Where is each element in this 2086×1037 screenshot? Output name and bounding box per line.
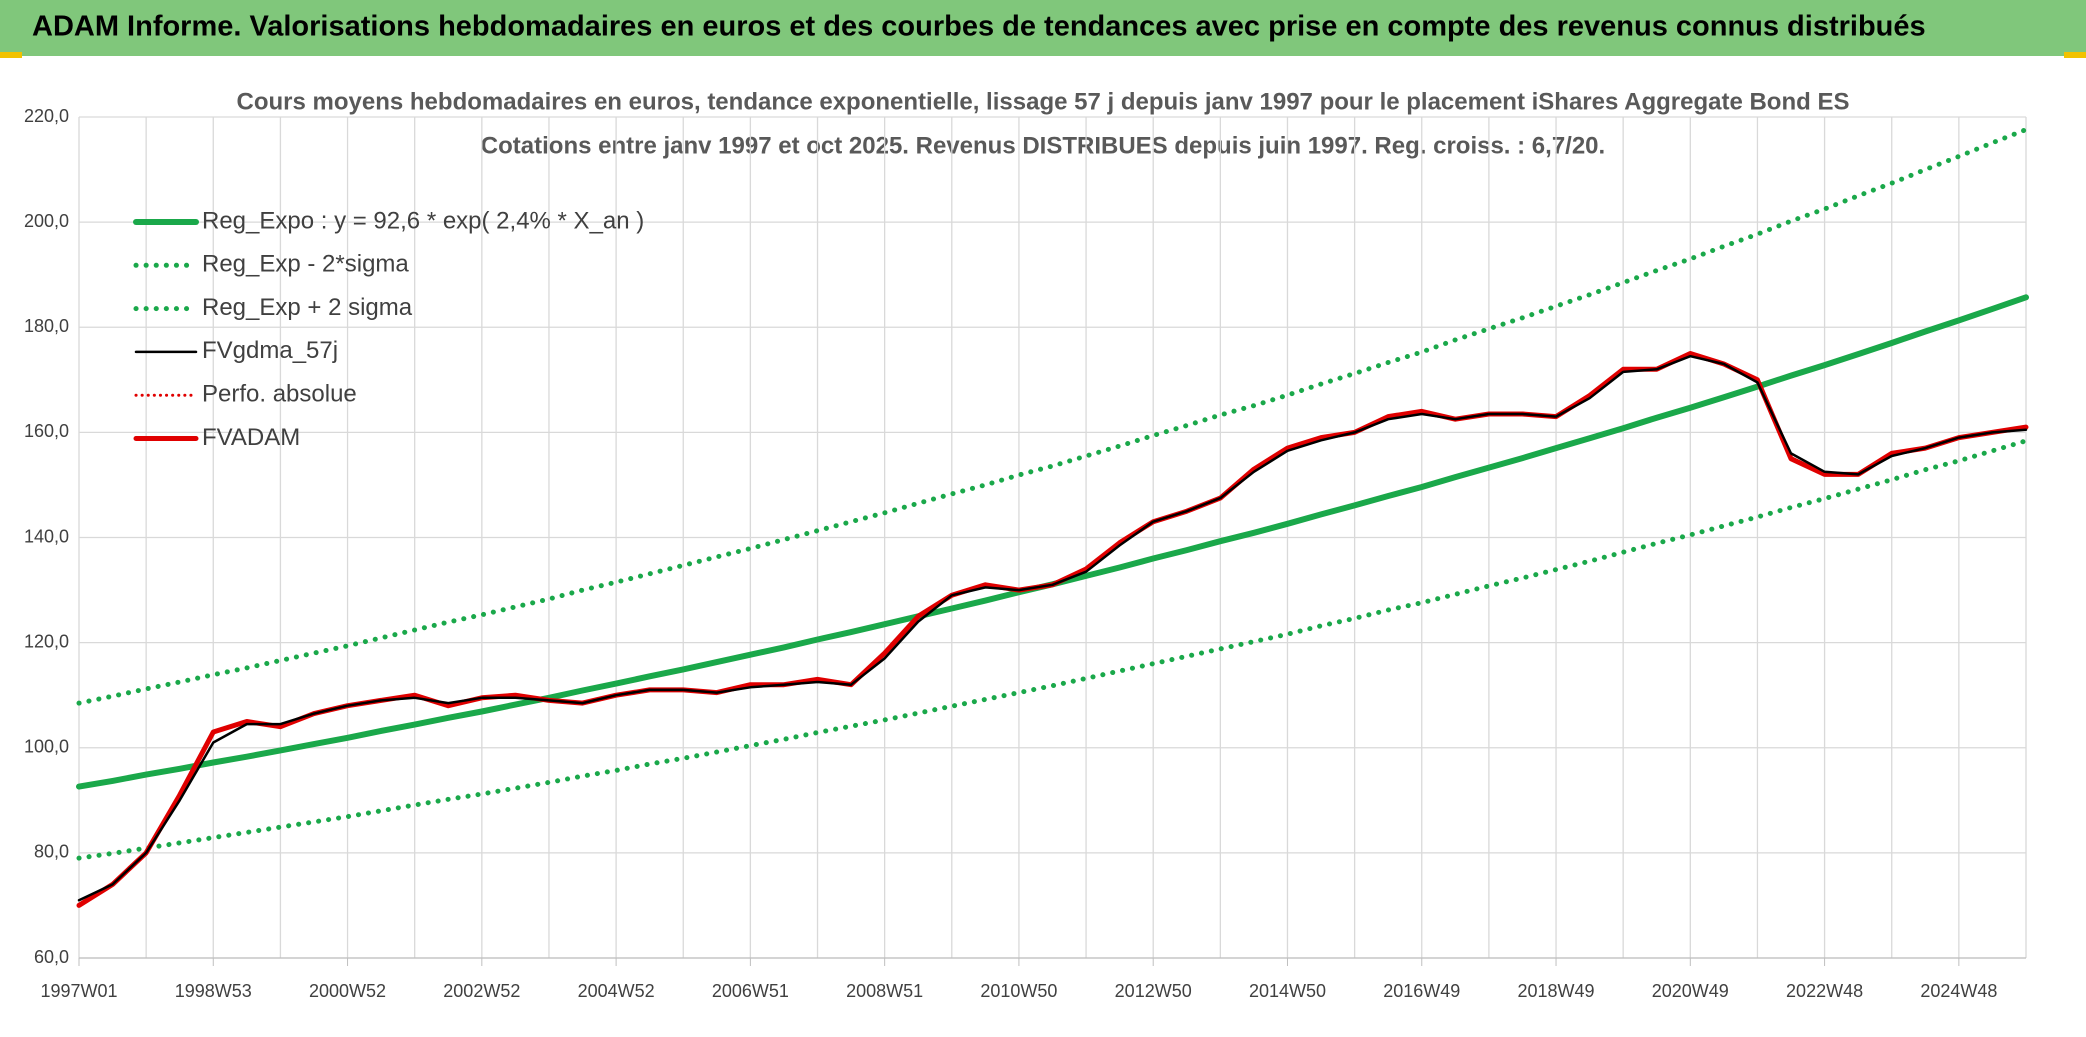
x-tick-label: 2020W49 (1652, 981, 1729, 1001)
legend-label: Reg_Exp + 2 sigma (202, 294, 413, 321)
corner (2064, 52, 2086, 58)
y-tick-label: 80,0 (34, 842, 69, 862)
series-line (76, 438, 2029, 861)
legend-label: Reg_Expo : y = 92,6 * exp( 2,4% * X_an ) (202, 207, 644, 234)
x-tick-label: 2008W51 (846, 981, 923, 1001)
x-tick-label: 2006W51 (712, 981, 789, 1001)
x-tick-label: 2016W49 (1383, 981, 1460, 1001)
chart-subtitle: Cotations entre janv 1997 et oct 2025. R… (481, 132, 1605, 159)
legend-label: FVADAM (202, 424, 300, 451)
x-tick-label: 1998W53 (175, 981, 252, 1001)
series-line (77, 354, 2028, 902)
x-tick-label: 2014W50 (1249, 981, 1326, 1001)
x-tick-label: 2018W49 (1518, 981, 1595, 1001)
x-tick-label: 2024W48 (1920, 981, 1997, 1001)
y-tick-label: 140,0 (24, 526, 69, 546)
y-tick-label: 100,0 (24, 737, 69, 757)
corner (0, 52, 22, 58)
x-tick-label: 2002W52 (443, 981, 520, 1001)
x-tick-label: 2010W50 (980, 981, 1057, 1001)
y-tick-label: 120,0 (24, 631, 69, 651)
series-line (76, 127, 2029, 706)
x-tick-label: 2012W50 (1115, 981, 1192, 1001)
x-tick-label: 2000W52 (309, 981, 386, 1001)
y-tick-label: 200,0 (24, 211, 69, 231)
x-tick-label: 2022W48 (1786, 981, 1863, 1001)
legend-label: FVgdma_57j (202, 337, 338, 364)
lines (76, 127, 2029, 908)
y-tick-label: 160,0 (24, 421, 69, 441)
y-tick-label: 60,0 (34, 947, 69, 967)
y-tick-label: 180,0 (24, 316, 69, 336)
y-tick-label: 220,0 (24, 106, 69, 126)
header-title: ADAM Informe. Valorisations hebdomadaire… (32, 11, 1926, 43)
legend-label: Reg_Exp - 2*sigma (202, 251, 409, 278)
axes: 60,0 80,0 100,0 120,0 140,0 160,0 180,0 200,0 22… (24, 106, 2026, 1001)
x-tick-label: 2004W52 (578, 981, 655, 1001)
x-tick-label: 1997W01 (40, 981, 117, 1001)
header-bar (0, 0, 2086, 56)
chart-title: Cours moyens hebdomadaires en euros, ten… (237, 88, 1850, 115)
grid (78, 116, 2027, 959)
legend-label: Perfo. absolue (202, 381, 357, 408)
series-line (76, 351, 2029, 908)
series-line (77, 352, 2028, 907)
